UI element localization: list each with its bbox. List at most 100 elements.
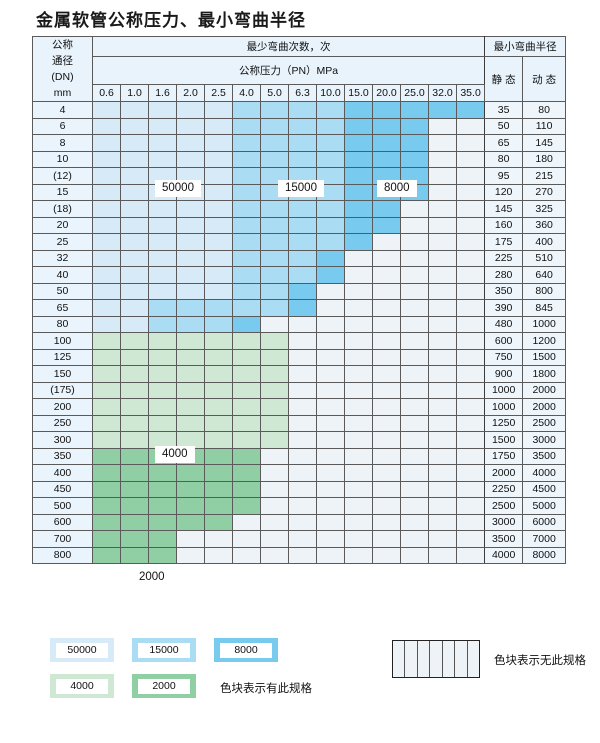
pressure-cell [148, 398, 177, 416]
pressure-cell [455, 183, 486, 201]
radius-dynamic-cell: 110 [522, 117, 567, 135]
pressure-cell [120, 431, 149, 449]
pressure-cell [455, 150, 486, 168]
radius-dynamic-cell: 145 [522, 134, 567, 152]
pressure-cell [455, 266, 486, 284]
pressure-cell [316, 348, 345, 366]
pressure-cell [316, 150, 345, 168]
pressure-cell [455, 546, 486, 564]
dn-cell: 40 [32, 266, 93, 284]
pressure-cell [92, 266, 121, 284]
pressure-cell [428, 101, 457, 119]
radius-static-cell: 600 [484, 332, 524, 350]
pressure-cell [148, 546, 177, 564]
pressure-cell [148, 332, 177, 350]
pressure-cell [400, 431, 429, 449]
pressure-cell [120, 348, 149, 366]
pressure-cell [400, 200, 429, 218]
pressure-cell [455, 447, 486, 465]
pressure-cell [316, 117, 345, 135]
pressure-cell [176, 414, 205, 432]
pressure-cell [176, 216, 205, 234]
pressure-cell [455, 200, 486, 218]
pressure-cell [260, 216, 289, 234]
pn-column-header: 32.0 [428, 84, 457, 102]
pressure-cell [148, 348, 177, 366]
pressure-cell [176, 299, 205, 317]
radius-dynamic-cell: 2000 [522, 381, 567, 399]
pn-column-header: 5.0 [260, 84, 289, 102]
pressure-cell [176, 134, 205, 152]
pressure-cell [148, 233, 177, 251]
pressure-cell [92, 414, 121, 432]
pressure-cell [428, 381, 457, 399]
legend-has-spec-label: 色块表示有此规格 [220, 683, 312, 695]
pressure-cell [428, 134, 457, 152]
pressure-header: 公称压力（PN）MPa [91, 56, 486, 85]
pressure-cell [400, 480, 429, 498]
pressure-cell [344, 365, 373, 383]
legend-chip: 8000 [214, 638, 278, 662]
table-row: 600 3000 6000 [32, 513, 567, 531]
radius-dynamic-cell: 7000 [522, 530, 567, 548]
pressure-cell [428, 398, 457, 416]
pressure-cell [400, 332, 429, 350]
pressure-cell [232, 282, 261, 300]
pressure-cell [92, 167, 121, 185]
legend-chip-value: 50000 [56, 642, 108, 658]
pressure-cell [120, 200, 149, 218]
pressure-cell [344, 299, 373, 317]
pressure-cell [372, 480, 401, 498]
pressure-cell [148, 513, 177, 531]
pressure-cell [344, 134, 373, 152]
pressure-cell [344, 398, 373, 416]
radius-dynamic-cell: 510 [522, 249, 567, 267]
pressure-cell [176, 117, 205, 135]
pressure-cell [92, 183, 121, 201]
radius-dynamic-cell: 270 [522, 183, 567, 201]
legend-chip-value: 8000 [220, 642, 272, 658]
radius-dynamic-cell: 1800 [522, 365, 567, 383]
pressure-cell [204, 101, 233, 119]
pressure-cell [204, 348, 233, 366]
pressure-cell [232, 101, 261, 119]
pressure-cell [428, 150, 457, 168]
pressure-cell [372, 117, 401, 135]
pressure-cell [316, 134, 345, 152]
dn-cell: 65 [32, 299, 93, 317]
pressure-cell [316, 365, 345, 383]
pressure-cell [204, 315, 233, 333]
pressure-cell [455, 233, 486, 251]
pressure-cell [204, 381, 233, 399]
dn-cell: (175) [32, 381, 93, 399]
pressure-cell [400, 348, 429, 366]
radius-dynamic-cell: 6000 [522, 513, 567, 531]
pn-column-header: 0.6 [92, 84, 121, 102]
callout-label: 4000 [155, 446, 195, 463]
dn-cell: 10 [32, 150, 93, 168]
pressure-cell [148, 216, 177, 234]
pressure-cell [204, 365, 233, 383]
dn-cell: 400 [32, 464, 93, 482]
pressure-cell [288, 513, 317, 531]
radius-static-cell: 900 [484, 365, 524, 383]
pressure-cell [316, 414, 345, 432]
pressure-cell [260, 431, 289, 449]
table-row: 65 390 845 [32, 299, 567, 317]
pressure-cell [344, 167, 373, 185]
pressure-cell [455, 398, 486, 416]
pressure-cell [428, 183, 457, 201]
pressure-cell [148, 530, 177, 548]
pressure-cell [372, 447, 401, 465]
radius-static-header: 静 态 [484, 56, 524, 102]
pressure-cell [204, 216, 233, 234]
pressure-cell [455, 315, 486, 333]
radius-static-cell: 160 [484, 216, 524, 234]
pressure-cell [260, 497, 289, 515]
pressure-cell [92, 546, 121, 564]
legend-chip: 50000 [50, 638, 114, 662]
pressure-cell [455, 530, 486, 548]
no-spec-stripe [418, 641, 431, 677]
pressure-cell [288, 134, 317, 152]
radius-dynamic-cell: 640 [522, 266, 567, 284]
